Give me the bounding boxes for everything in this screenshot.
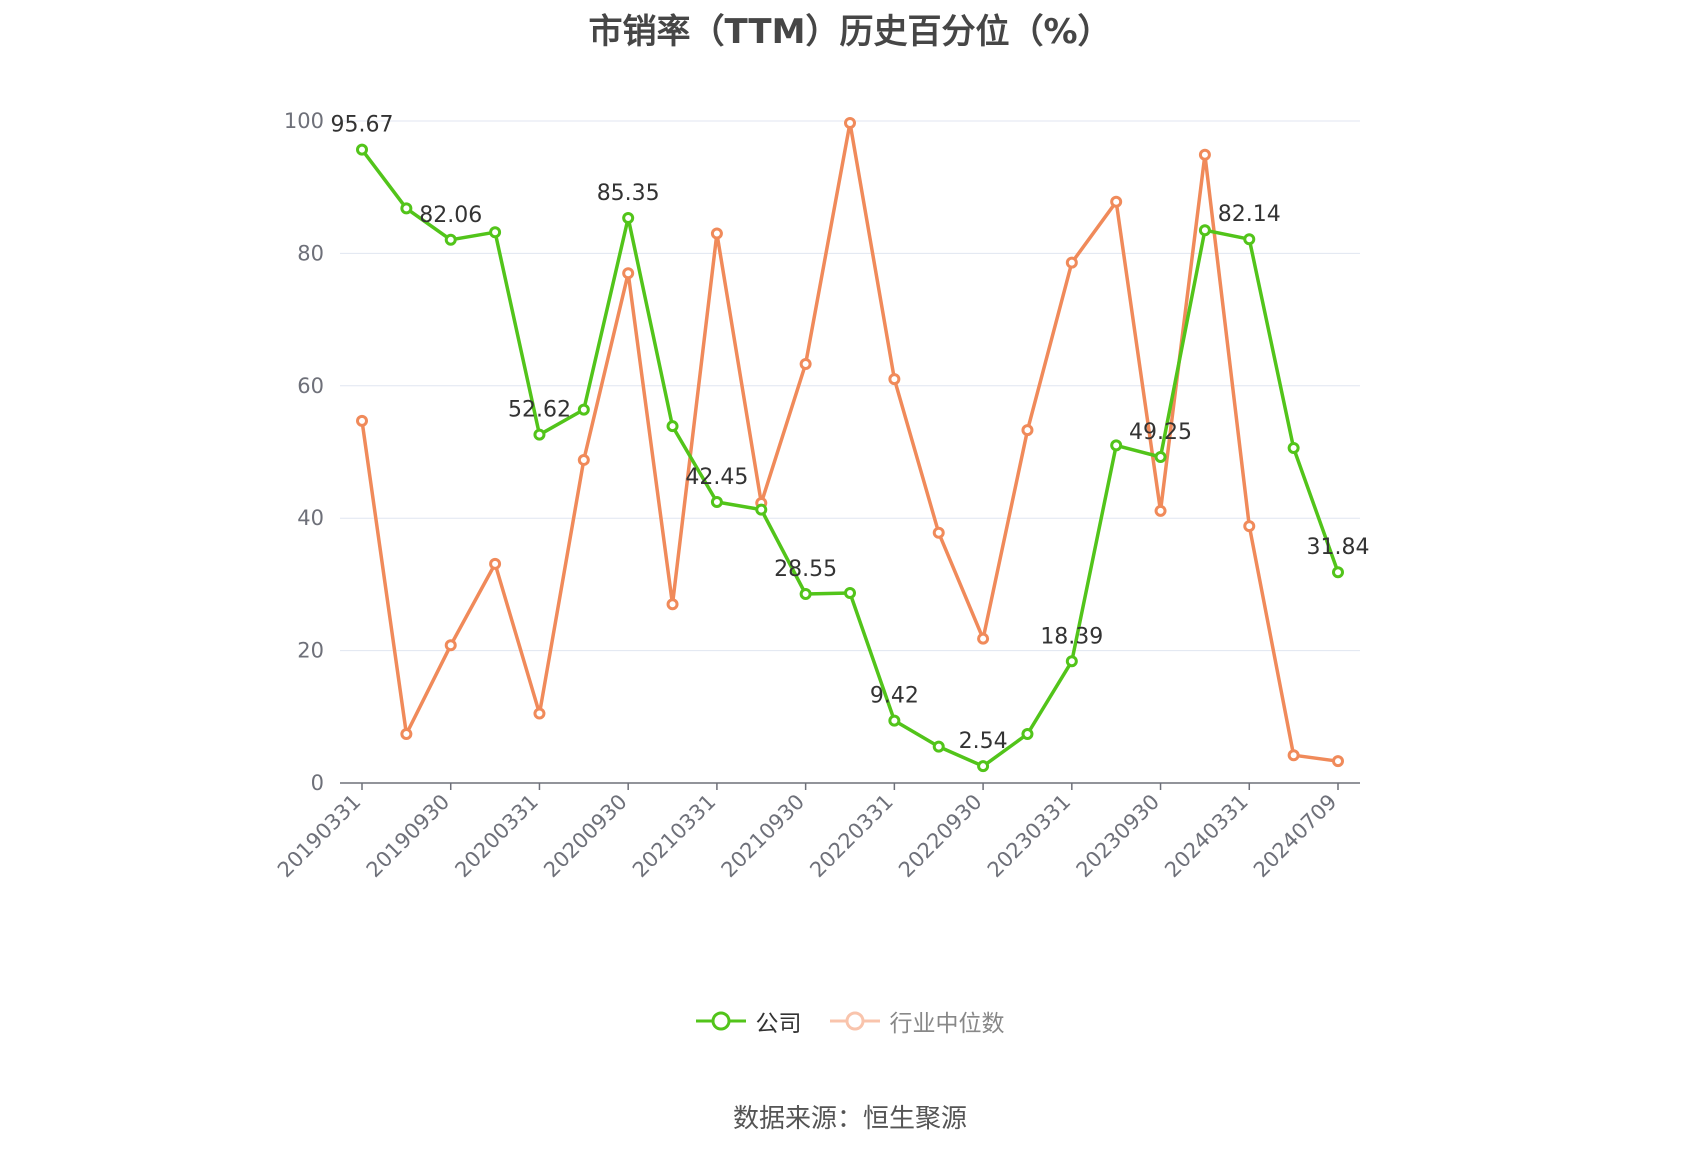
data-point-industry-median: [444, 639, 457, 652]
data-point-company: [666, 420, 679, 433]
data-point-industry-median: [888, 373, 901, 386]
data-point-industry-median: [1332, 755, 1344, 768]
data-point-industry-median: [400, 728, 413, 741]
data-point-company: [1154, 450, 1167, 463]
data-label: 42.45: [685, 465, 748, 490]
legend-label-industry-median: 行业中位数: [889, 1011, 1005, 1037]
data-point-company: [533, 428, 546, 441]
x-tick-label: 20220930: [894, 790, 987, 883]
x-tick-label: 20200930: [539, 790, 632, 883]
x-tick-label: 20230331: [983, 790, 1076, 883]
data-point-company: [799, 587, 812, 600]
data-label: 85.35: [597, 181, 660, 206]
data-label: 52.62: [508, 398, 571, 423]
data-point-industry-median: [799, 357, 812, 370]
data-point-industry-median: [489, 557, 502, 570]
data-point-company: [977, 760, 990, 773]
chart-title: 市销率（TTM）历史百分位（%）: [588, 12, 1112, 52]
data-point-industry-median: [844, 116, 856, 129]
data-label: 18.39: [1040, 624, 1103, 649]
series-line-company: [360, 148, 1340, 768]
data-source: 数据来源：恒生聚源: [732, 1104, 967, 1134]
data-point-company: [1110, 439, 1123, 452]
x-tick-label: 20240709: [1249, 790, 1342, 883]
legend-line-circle-icon: [829, 1011, 880, 1031]
data-point-company: [1287, 442, 1300, 455]
x-tick-label: 20210930: [717, 790, 810, 883]
data-point-industry-median: [622, 267, 635, 280]
y-tick-label: 40: [297, 506, 324, 530]
x-tick-label: 20220331: [805, 790, 898, 883]
x-tick-label: 20210331: [628, 790, 721, 883]
data-point-industry-median: [577, 453, 590, 466]
legend: 公司 行业中位数: [0, 1004, 1700, 1038]
data-point-company: [710, 495, 723, 508]
data-label: 9.42: [870, 684, 919, 709]
data-point-company: [577, 403, 590, 416]
data-point-industry-median: [356, 414, 368, 427]
data-label: 31.84: [1307, 535, 1370, 560]
data-point-company: [932, 740, 945, 753]
data-point-industry-median: [1154, 504, 1167, 517]
data-point-industry-median: [666, 598, 679, 611]
y-tick-label: 80: [297, 241, 324, 265]
data-point-industry-median: [533, 707, 546, 720]
data-point-company: [1332, 566, 1344, 579]
legend-item-industry-median[interactable]: 行业中位数: [829, 1004, 1005, 1038]
legend-item-company[interactable]: 公司: [695, 1004, 802, 1038]
data-point-industry-median: [1243, 520, 1256, 533]
data-point-company: [356, 143, 368, 156]
data-point-company: [755, 503, 768, 516]
data-point-company: [622, 211, 635, 224]
data-point-company: [489, 226, 502, 239]
data-point-industry-median: [1110, 195, 1123, 208]
data-label: 95.67: [331, 113, 394, 138]
data-point-industry-median: [1287, 749, 1300, 762]
x-tick-label: 20190930: [362, 790, 455, 883]
data-point-industry-median: [977, 632, 990, 645]
y-tick-label: 0: [311, 771, 324, 795]
y-tick-label: 100: [284, 109, 324, 133]
data-point-company: [1198, 224, 1211, 237]
data-point-industry-median: [710, 227, 723, 240]
series-lines: [356, 116, 1344, 773]
x-tick-label: 20230930: [1072, 790, 1165, 883]
x-tick-label: 20190331: [273, 790, 366, 883]
data-point-company: [1065, 655, 1078, 668]
data-point-company: [844, 587, 856, 600]
grid-lines: [340, 120, 1360, 652]
data-label: 82.06: [419, 203, 482, 228]
data-point-industry-median: [932, 526, 945, 539]
legend-line-circle-icon: [695, 1011, 746, 1031]
data-label: 49.25: [1129, 420, 1192, 445]
data-point-company: [444, 233, 457, 246]
data-point-company: [1243, 233, 1256, 246]
data-label: 28.55: [774, 557, 837, 582]
data-point-company: [888, 714, 901, 727]
data-point-industry-median: [1021, 424, 1034, 437]
data-point-industry-median: [1198, 148, 1211, 161]
data-point-industry-median: [1065, 256, 1078, 269]
y-tick-label: 60: [297, 374, 324, 398]
legend-label-company: 公司: [755, 1011, 802, 1037]
x-tick-label: 20200331: [450, 790, 543, 883]
data-label: 82.14: [1218, 202, 1281, 227]
data-label: 2.54: [959, 729, 1008, 754]
data-point-company: [400, 202, 413, 215]
y-tick-label: 20: [297, 639, 324, 663]
data-labels: 95.67 82.06 52.62 85.35 42.45 28.55 9.42 2.54 18…: [331, 113, 1370, 755]
x-tick-label: 20240331: [1160, 790, 1253, 883]
data-point-company: [1021, 728, 1034, 741]
